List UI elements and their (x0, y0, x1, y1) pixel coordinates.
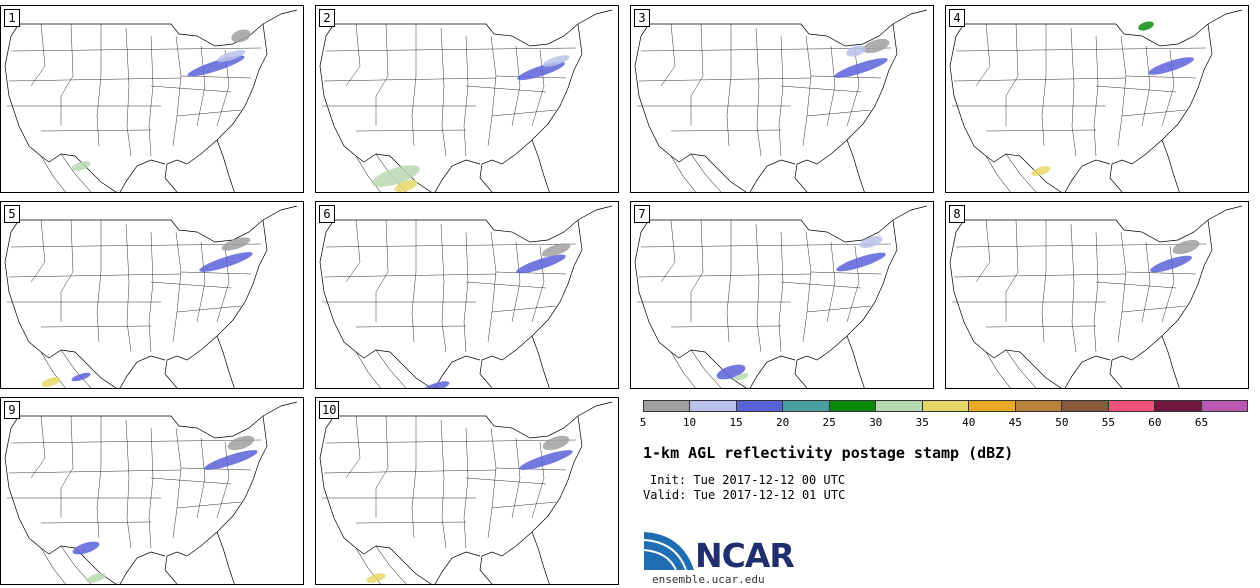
colorbar-cell-1 (690, 401, 737, 411)
panel-number: 10 (319, 401, 340, 419)
colorbar-cell-7 (969, 401, 1016, 411)
valid-time: Valid: Tue 2017-12-12 01 UTC (643, 488, 846, 502)
map-4 (949, 9, 1243, 192)
stamp-panel-4: 4 (945, 5, 1249, 193)
colorbar-tick-label: 55 (1101, 416, 1115, 429)
panel-number: 4 (949, 9, 965, 27)
stamp-panel-8: 8 (945, 201, 1249, 389)
colorbar-cell-11 (1155, 401, 1202, 411)
map-9 (4, 401, 298, 584)
figure-title: 1-km AGL reflectivity postage stamp (dBZ… (643, 444, 1014, 462)
panel-number: 1 (4, 9, 20, 27)
stamp-panel-3: 3 (630, 5, 934, 193)
panel-number: 2 (319, 9, 335, 27)
map-1 (4, 9, 298, 192)
panel-number: 9 (4, 401, 20, 419)
colorbar-tick-labels: 5 10 15 20 25 30 35 40 45 50 55 60 65 (639, 416, 1248, 430)
site-url: ensemble.ucar.edu (652, 573, 765, 586)
colorbar-cell-2 (736, 401, 784, 411)
colorbar-cell-9 (1062, 401, 1109, 411)
colorbar-cell-4 (829, 401, 877, 411)
colorbar-cell-12 (1201, 401, 1248, 411)
colorbar-tick-label: 30 (869, 416, 883, 429)
reflectivity-colorbar (643, 400, 1248, 412)
panel-number: 6 (319, 205, 335, 223)
colorbar-cell-6 (922, 401, 970, 411)
colorbar-tick-label: 5 (639, 416, 647, 429)
colorbar-tick-label: 35 (915, 416, 929, 429)
colorbar-tick-label: 65 (1194, 416, 1209, 429)
map-10 (319, 401, 613, 584)
colorbar-tick-label: 25 (822, 416, 836, 429)
stamp-panel-2: 2 (315, 5, 619, 193)
colorbar-tick-label: 60 (1148, 416, 1162, 429)
colorbar-tick-label: 50 (1055, 416, 1069, 429)
init-time: Init: Tue 2017-12-12 00 UTC (650, 473, 846, 487)
colorbar-cell-0 (644, 401, 691, 411)
colorbar-cell-10 (1108, 401, 1156, 411)
colorbar-tick-label: 20 (775, 416, 790, 429)
stamp-panel-9: 9 (0, 397, 304, 585)
colorbar-tick-label: 40 (962, 416, 976, 429)
stamp-panel-1: 1 (0, 5, 304, 193)
colorbar-tick-label: 15 (729, 416, 743, 429)
colorbar-cell-8 (1015, 401, 1063, 411)
map-5 (4, 205, 298, 388)
logo-text: NCAR (695, 536, 795, 575)
colorbar-cell-3 (783, 401, 830, 411)
stamp-panel-7: 7 (630, 201, 934, 389)
map-2 (319, 9, 613, 192)
panel-number: 8 (949, 205, 965, 223)
panel-number: 3 (634, 9, 650, 27)
colorbar-tick-label: 10 (682, 416, 697, 429)
stamp-panel-6: 6 (315, 201, 619, 389)
map-3 (634, 9, 928, 192)
ncar-logo-icon (643, 532, 694, 571)
stamp-panel-10: 10 (315, 397, 619, 585)
panel-number: 7 (634, 205, 650, 223)
panel-number: 5 (4, 205, 20, 223)
colorbar-tick-label: 45 (1008, 416, 1022, 429)
stamp-panel-5: 5 (0, 201, 304, 389)
colorbar-cell-5 (876, 401, 923, 411)
map-7 (634, 205, 928, 388)
map-6 (319, 205, 613, 388)
map-8 (949, 205, 1243, 388)
